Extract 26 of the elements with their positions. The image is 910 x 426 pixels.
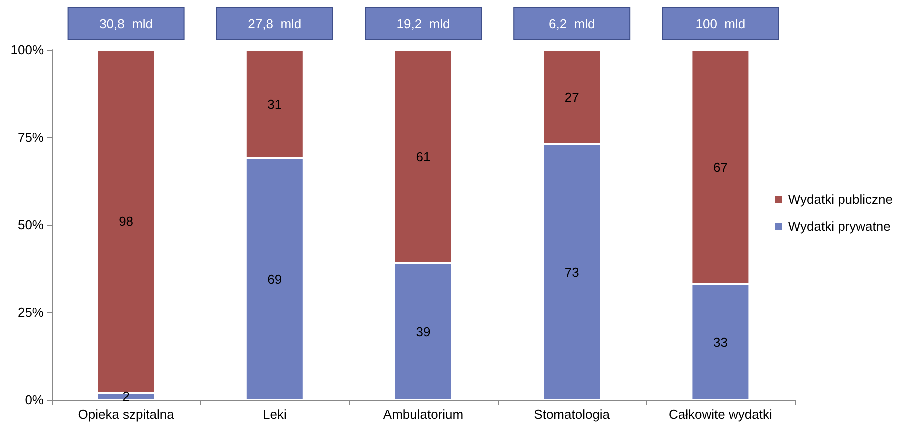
x-tick-label: Stomatologia bbox=[534, 407, 611, 422]
x-tick-label: Całkowite wydatki bbox=[669, 407, 772, 422]
legend-label: Wydatki prywatne bbox=[788, 219, 891, 234]
x-tick-label: Ambulatorium bbox=[383, 407, 464, 422]
annotation: 30,8 mld bbox=[100, 16, 154, 32]
data-label: 98 bbox=[119, 214, 134, 229]
y-tick-label: 25% bbox=[18, 305, 44, 320]
annotation: 19,2 mld bbox=[396, 16, 450, 32]
data-label: 69 bbox=[268, 272, 282, 287]
data-label: 27 bbox=[564, 90, 580, 105]
y-tick-label: 100% bbox=[10, 42, 44, 58]
data-label: 31 bbox=[268, 96, 282, 112]
annotation: 27,8 mld bbox=[248, 16, 302, 32]
data-label: 73 bbox=[564, 264, 580, 280]
data-label: 33 bbox=[713, 334, 728, 350]
x-tick-label: Leki bbox=[262, 407, 287, 422]
y-tick-label: 75% bbox=[18, 130, 44, 145]
annotation: 100 mld bbox=[696, 16, 746, 32]
data-label: 39 bbox=[416, 324, 431, 340]
annotation: 6,2 mld bbox=[548, 16, 596, 32]
y-tick-label: 0% bbox=[25, 392, 44, 408]
x-tick-label: Opieka szpitalna bbox=[78, 407, 176, 422]
y-tick-label: 50% bbox=[18, 218, 44, 232]
legend-label: Wydatki publiczne bbox=[788, 192, 893, 207]
data-label: 61 bbox=[416, 149, 431, 164]
data-label: 67 bbox=[713, 160, 728, 175]
